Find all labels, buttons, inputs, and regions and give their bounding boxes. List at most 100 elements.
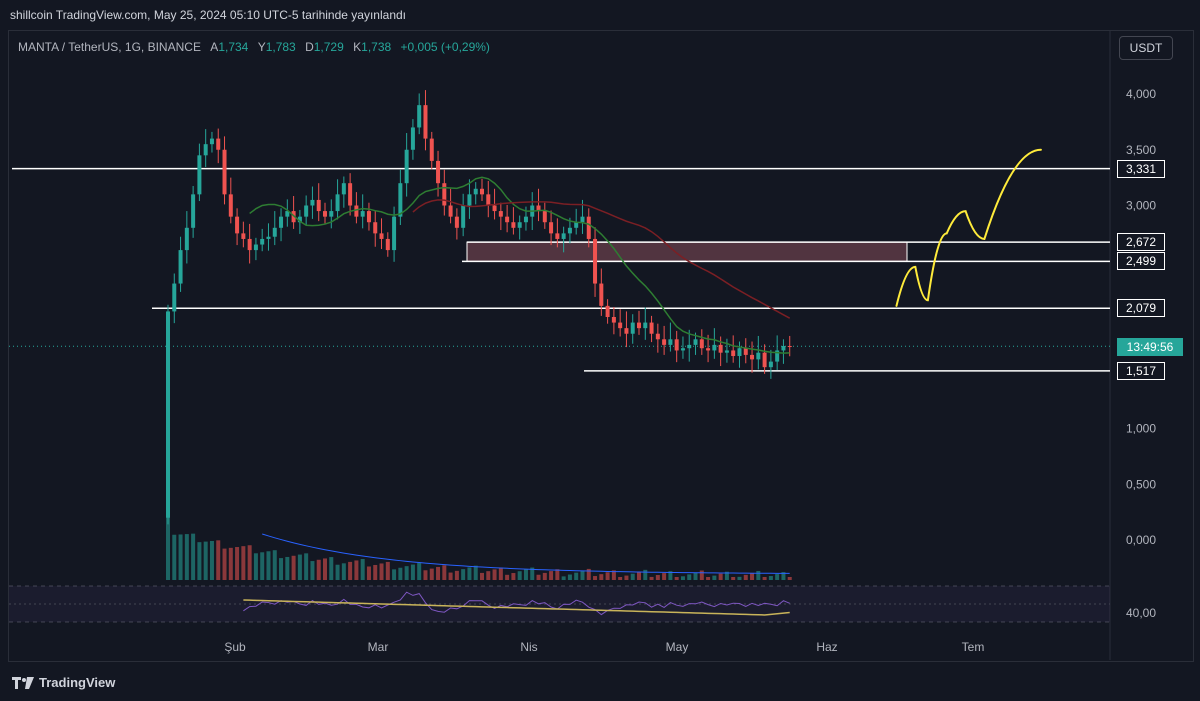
volume-pane <box>166 495 792 580</box>
currency-button[interactable]: USDT <box>1119 36 1173 60</box>
candle-body <box>404 149 409 184</box>
volume-bar <box>787 577 792 580</box>
candle-body <box>260 238 265 245</box>
publish-info: shillcoin TradingView.com, May 25, 2024 … <box>10 8 406 22</box>
volume-bar <box>756 570 761 580</box>
volume-bar <box>398 567 403 580</box>
change-value: +0,005 (+0,29%) <box>400 40 490 54</box>
grid <box>9 31 1111 660</box>
candle-body <box>461 205 466 228</box>
moving-averages <box>249 176 791 354</box>
candle-body <box>203 144 208 156</box>
open-key: A <box>210 40 219 54</box>
high-key: Y <box>257 40 266 54</box>
volume-bar <box>247 545 252 580</box>
y-tick-label: 0,000 <box>1126 533 1156 547</box>
candle-body <box>360 211 365 217</box>
ma-fast-line <box>249 176 790 354</box>
volume-bar <box>323 558 327 580</box>
candle-body <box>297 216 302 223</box>
volume-bar <box>743 574 748 580</box>
volume-bar <box>335 564 340 580</box>
candle-body <box>712 344 717 351</box>
candle-body <box>436 160 441 184</box>
candle-body <box>473 188 478 195</box>
volume-bar <box>668 571 673 580</box>
candle-body <box>743 348 748 355</box>
level-label: 2,499 <box>1117 252 1165 271</box>
volume-bar <box>693 572 698 580</box>
candle-body <box>316 199 321 212</box>
volume-bar <box>605 572 610 580</box>
candle-body <box>310 199 315 206</box>
volume-bar <box>505 574 510 580</box>
candle-body <box>574 222 579 228</box>
zone-rect <box>466 241 908 262</box>
volume-bar <box>191 533 196 580</box>
candle-body <box>172 283 177 312</box>
open-value: 1,734 <box>218 40 249 54</box>
volume-bar <box>253 553 258 580</box>
volume-bar <box>492 569 497 580</box>
volume-bar <box>448 572 453 580</box>
level-label: 2,672 <box>1117 233 1165 252</box>
volume-bar <box>611 570 616 580</box>
candle-body <box>630 322 635 334</box>
volume-bar <box>404 566 409 580</box>
volume-bar <box>467 567 472 580</box>
candle-body <box>323 211 327 217</box>
volume-bar <box>718 573 723 580</box>
low-key: D <box>305 40 314 54</box>
candle-body <box>492 205 497 212</box>
tradingview-logo[interactable]: TradingView <box>12 675 115 690</box>
volume-bar <box>417 562 422 580</box>
candle-body <box>599 283 604 306</box>
candle-body <box>366 211 371 223</box>
rsi-line <box>243 591 790 616</box>
close-value: 1,738 <box>361 40 392 54</box>
candle-body <box>486 194 491 206</box>
volume-bar <box>360 558 365 580</box>
x-tick-label: Mar <box>368 640 389 654</box>
candle-body <box>593 238 598 284</box>
volume-bar <box>480 572 484 580</box>
volume-bar <box>316 559 321 580</box>
volume-bar <box>429 568 434 580</box>
candle-body <box>756 352 761 360</box>
volume-bar <box>260 552 265 580</box>
volume-bar <box>555 569 560 580</box>
volume-bar <box>542 572 547 580</box>
candle-body <box>178 250 183 284</box>
candle-body <box>536 205 541 212</box>
candle-body <box>687 344 692 349</box>
candle-body <box>643 322 648 329</box>
volume-bar <box>329 557 334 580</box>
candle-body <box>787 345 792 347</box>
candle-body <box>706 348 711 351</box>
candle-body <box>454 216 459 228</box>
volume-bar <box>222 548 227 580</box>
volume-bar <box>580 570 585 580</box>
volume-bar <box>454 570 459 580</box>
x-tick-label: Tem <box>962 640 985 654</box>
candle-body <box>511 222 516 228</box>
volume-bar <box>517 571 522 580</box>
candle-body <box>216 138 221 150</box>
candle-body <box>253 244 258 251</box>
candle-body <box>285 211 290 217</box>
volume-bar <box>724 571 729 580</box>
candle-body <box>737 348 742 357</box>
volume-bar <box>737 576 742 580</box>
volume-bar <box>511 573 516 580</box>
volume-bar <box>366 566 371 580</box>
volume-bar <box>272 550 277 580</box>
candle-body <box>517 222 522 228</box>
candle-body <box>637 322 641 329</box>
candle-body <box>580 216 585 223</box>
volume-bar <box>674 577 679 580</box>
candle-body <box>423 105 428 139</box>
volume-bar <box>574 572 579 580</box>
close-key: K <box>353 40 362 54</box>
candle-body <box>561 233 566 239</box>
